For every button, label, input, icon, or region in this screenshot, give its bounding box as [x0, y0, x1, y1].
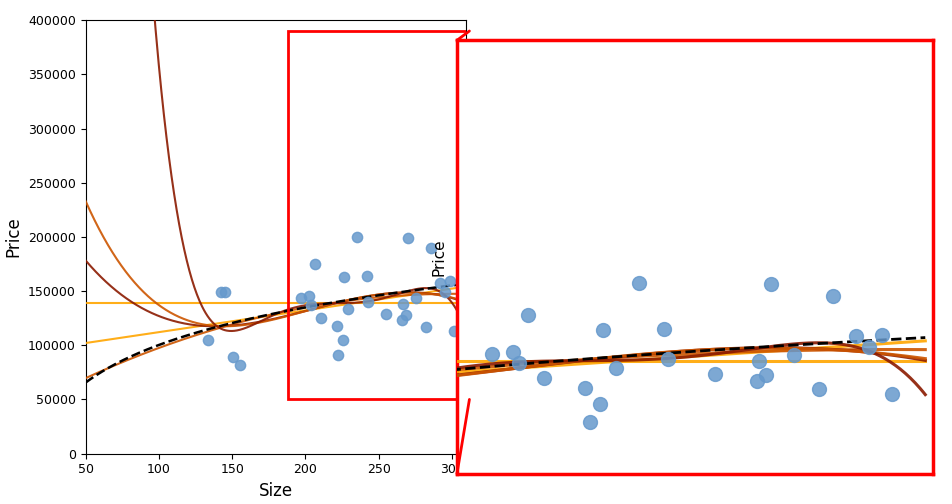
Point — [631, 279, 646, 287]
Point — [232, 361, 248, 369]
Point — [323, 429, 338, 437]
Point — [608, 364, 624, 372]
Point — [286, 344, 301, 352]
Point — [304, 301, 319, 309]
Point — [218, 288, 233, 296]
Point — [884, 390, 900, 398]
Point — [302, 292, 317, 300]
Point — [379, 310, 394, 319]
Point — [408, 294, 424, 302]
Point — [749, 376, 764, 385]
Point — [213, 288, 228, 296]
Point — [330, 351, 346, 359]
Y-axis label: Price: Price — [431, 238, 446, 276]
Point — [398, 311, 413, 320]
Point — [400, 234, 415, 242]
Point — [361, 298, 376, 306]
Point — [661, 355, 676, 363]
Point — [593, 400, 608, 408]
Point — [307, 260, 323, 268]
Point — [577, 384, 592, 392]
Point — [335, 336, 350, 344]
Point — [418, 323, 433, 331]
Point — [511, 359, 526, 367]
Point — [811, 385, 826, 393]
Point — [240, 400, 255, 408]
Point — [432, 279, 447, 287]
Point — [307, 419, 322, 427]
Point — [226, 353, 241, 361]
Point — [848, 332, 863, 340]
Point — [537, 374, 552, 383]
Point — [764, 280, 779, 288]
X-axis label: Size: Size — [259, 482, 293, 500]
Point — [341, 305, 356, 313]
Point — [582, 418, 597, 426]
Bar — [288, 31, 469, 399]
Point — [485, 350, 500, 358]
Point — [751, 357, 766, 365]
Point — [336, 273, 351, 281]
Point — [274, 344, 289, 352]
Point — [201, 336, 216, 344]
Point — [443, 278, 458, 286]
Point — [395, 317, 410, 325]
Point — [521, 310, 536, 319]
Point — [707, 369, 723, 377]
Y-axis label: Price: Price — [5, 217, 23, 257]
Point — [437, 288, 452, 296]
Point — [595, 326, 610, 334]
Point — [293, 294, 308, 302]
Point — [759, 371, 774, 379]
Point — [786, 351, 802, 359]
Point — [349, 233, 365, 241]
Point — [313, 314, 328, 323]
Point — [825, 292, 841, 300]
Point — [862, 343, 877, 351]
Point — [446, 328, 462, 336]
Point — [359, 272, 374, 280]
Point — [329, 322, 345, 330]
Point — [657, 325, 672, 333]
Point — [424, 244, 439, 252]
Point — [395, 300, 410, 308]
Point — [506, 348, 521, 356]
Point — [874, 331, 889, 339]
